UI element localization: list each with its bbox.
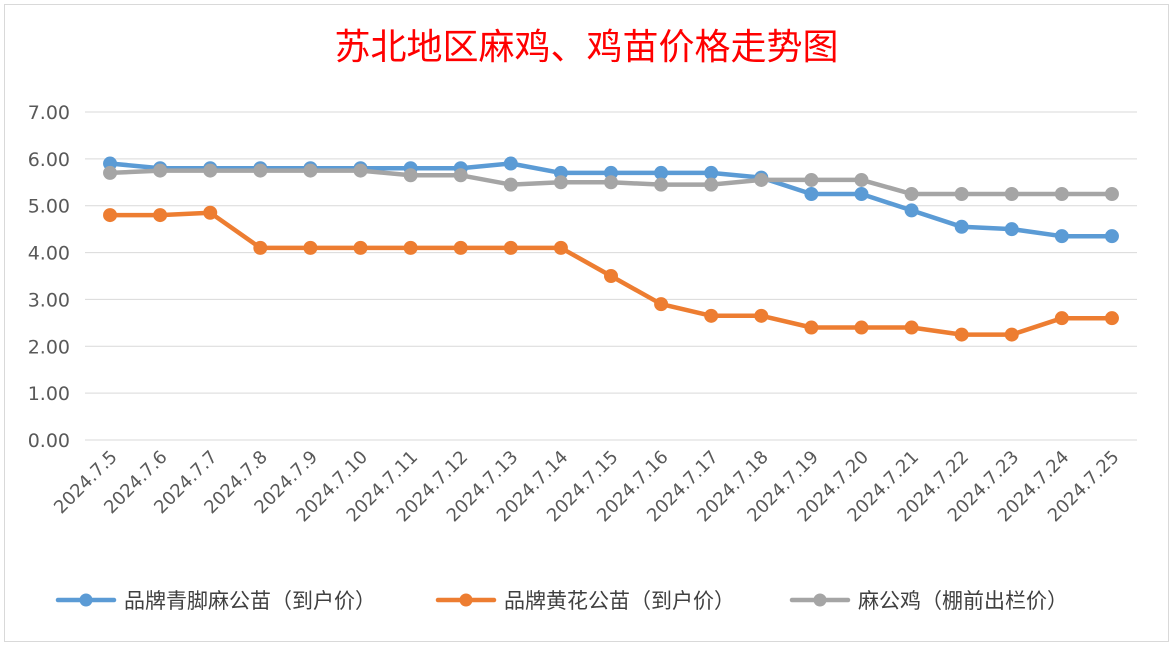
data-point [103, 208, 118, 223]
data-point [804, 320, 819, 335]
data-point [303, 240, 318, 255]
y-tick-label: 0.00 [28, 430, 70, 452]
y-tick-label: 2.00 [28, 336, 70, 358]
data-point [1104, 187, 1119, 201]
y-tick-label: 1.00 [28, 383, 70, 405]
data-point [1054, 311, 1069, 326]
data-point [453, 168, 468, 183]
legend-label: 品牌青脚麻公苗（到户价） [124, 589, 376, 613]
data-point [1004, 187, 1019, 201]
data-point [954, 187, 969, 201]
chart-border [4, 4, 1169, 642]
data-point [1054, 187, 1069, 201]
data-point [1104, 229, 1119, 244]
data-point [854, 320, 869, 335]
data-point [1054, 229, 1069, 244]
data-point [704, 165, 719, 180]
legend-marker [79, 593, 93, 607]
data-point [804, 187, 819, 201]
data-point [1004, 222, 1019, 237]
data-point [503, 156, 518, 171]
data-point [453, 240, 468, 255]
data-point [904, 203, 919, 218]
data-point [1104, 311, 1119, 326]
legend-marker [813, 593, 827, 607]
data-point [654, 297, 669, 312]
y-tick-label: 7.00 [28, 102, 70, 124]
legend-marker [459, 593, 473, 607]
data-point [553, 240, 568, 255]
data-point [704, 177, 719, 192]
data-point [403, 240, 418, 255]
data-point [253, 240, 268, 255]
data-point [604, 269, 618, 283]
data-point [153, 208, 168, 223]
data-point [553, 175, 568, 190]
data-point [854, 172, 869, 187]
data-point [353, 163, 368, 178]
data-point [754, 172, 769, 187]
data-point [353, 240, 368, 255]
data-point [704, 308, 719, 323]
data-point [604, 175, 618, 190]
data-point [954, 327, 969, 342]
data-point [904, 187, 919, 201]
y-tick-label: 4.00 [28, 243, 70, 265]
y-tick-label: 3.00 [28, 289, 70, 311]
data-point [654, 165, 669, 180]
data-point [503, 240, 518, 255]
chart-title: 苏北地区麻鸡、鸡苗价格走势图 [334, 27, 839, 68]
data-point [253, 163, 268, 178]
data-point [503, 177, 518, 192]
legend-label: 麻公鸡（棚前出栏价） [858, 589, 1068, 613]
legend-label: 品牌黄花公苗（到户价） [504, 589, 735, 613]
data-point [303, 163, 318, 178]
data-point [103, 165, 118, 180]
y-tick-label: 5.00 [28, 196, 70, 218]
data-point [1004, 327, 1019, 342]
y-tick-label: 6.00 [28, 149, 70, 171]
data-point [954, 219, 969, 234]
data-point [153, 163, 168, 178]
data-point [804, 172, 819, 187]
data-point [203, 205, 218, 220]
data-point [854, 187, 869, 201]
data-point [654, 177, 669, 192]
data-point [403, 168, 418, 183]
data-point [904, 320, 919, 335]
data-point [754, 308, 769, 323]
data-point [203, 163, 218, 178]
